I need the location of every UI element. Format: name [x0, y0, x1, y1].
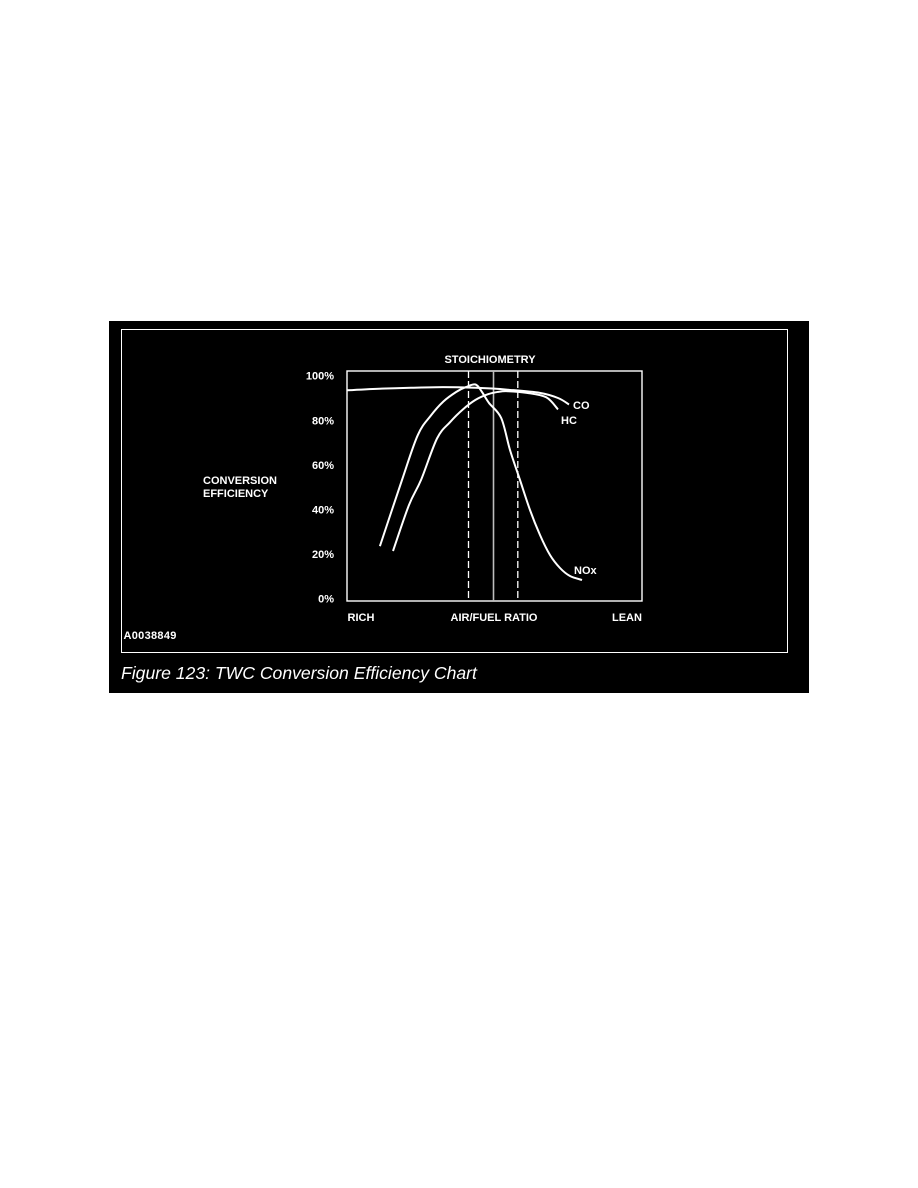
svg-text:80%: 80% — [312, 415, 334, 427]
svg-text:CONVERSION: CONVERSION — [203, 475, 277, 487]
svg-text:EFFICIENCY: EFFICIENCY — [203, 488, 269, 500]
svg-text:100%: 100% — [306, 371, 334, 383]
svg-text:60%: 60% — [312, 460, 334, 472]
svg-text:STOICHIOMETRY: STOICHIOMETRY — [444, 354, 536, 366]
svg-text:RICH: RICH — [348, 612, 375, 624]
svg-text:HC: HC — [561, 415, 577, 427]
svg-text:40%: 40% — [312, 505, 334, 517]
svg-text:0%: 0% — [318, 594, 334, 606]
svg-text:LEAN: LEAN — [612, 612, 642, 624]
svg-text:AIR/FUEL RATIO: AIR/FUEL RATIO — [451, 612, 538, 624]
svg-text:NOx: NOx — [574, 565, 598, 577]
svg-text:20%: 20% — [312, 549, 334, 561]
svg-text:CO: CO — [573, 400, 590, 412]
